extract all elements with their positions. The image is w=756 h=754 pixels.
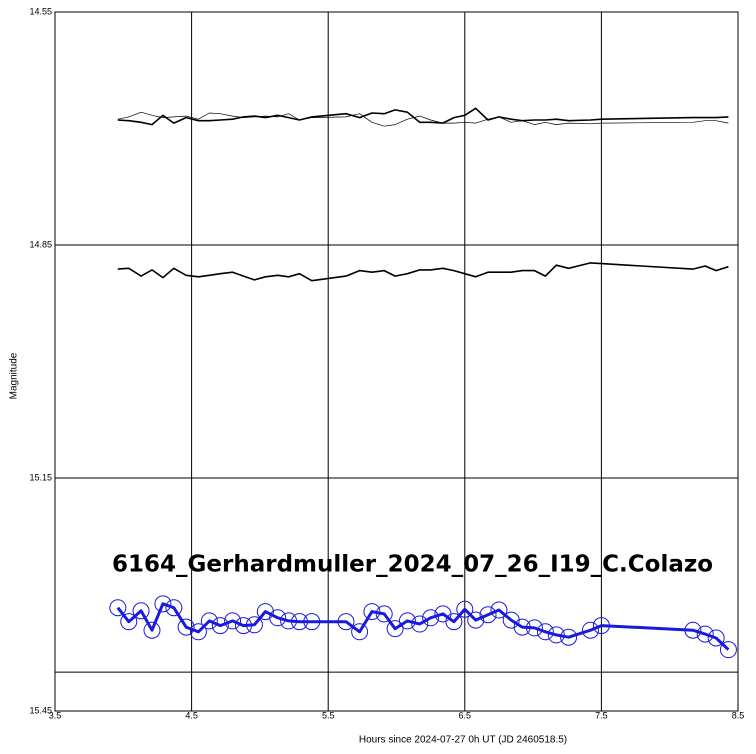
data-point: [154, 595, 172, 613]
data-point: [445, 613, 463, 631]
data-point: [536, 623, 554, 641]
data-point: [280, 612, 298, 630]
data-point: [696, 625, 714, 643]
data-point: [224, 612, 242, 630]
plot-area: [55, 12, 738, 711]
data-point: [719, 641, 737, 659]
data-point: [120, 613, 138, 631]
data-point: [456, 600, 474, 618]
x-tick-label: 5.5: [322, 710, 335, 720]
data-point: [490, 601, 508, 619]
series-line: [117, 262, 729, 282]
x-tick-label: 7.5: [595, 710, 608, 720]
data-point: [560, 628, 578, 646]
x-tick-label: 6.5: [459, 710, 472, 720]
data-point: [375, 605, 393, 623]
x-tick-label: 3.5: [49, 710, 62, 720]
data-point: [547, 626, 565, 644]
series-line: [117, 111, 729, 127]
marks: [109, 107, 737, 659]
data-point: [269, 609, 287, 627]
data-point: [422, 609, 440, 627]
x-tick-label: 8.5: [732, 710, 745, 720]
data-point: [211, 617, 229, 635]
y-tick-label: 15.45: [29, 705, 52, 715]
data-point: [132, 602, 150, 620]
y-tick-label: 14.85: [29, 239, 52, 249]
y-tick-label: 14.55: [29, 6, 52, 16]
data-point: [581, 621, 599, 639]
data-point: [363, 603, 381, 621]
data-point: [177, 618, 195, 636]
data-point: [592, 617, 610, 635]
data-point: [165, 599, 183, 617]
annotation: 6164_Gerhardmuller_2024_07_26_I19_C.Cola…: [112, 552, 713, 578]
y-tick-label: 15.15: [29, 472, 52, 482]
data-point: [291, 613, 309, 631]
data-point: [351, 623, 369, 641]
data-point: [200, 612, 218, 630]
data-point: [386, 620, 404, 638]
data-point: [245, 616, 263, 634]
series-line: [117, 107, 729, 126]
data-point: [525, 619, 543, 637]
data-point: [303, 613, 321, 631]
data-point: [467, 611, 485, 629]
y-axis-label: Magnitude: [9, 352, 20, 399]
plot-frame: [54, 11, 739, 712]
data-point: [707, 629, 725, 647]
series-line: [116, 602, 730, 651]
data-point: [411, 615, 429, 633]
data-point: [513, 618, 531, 636]
data-point: [189, 623, 207, 641]
data-point: [337, 613, 355, 631]
data-point: [479, 606, 497, 624]
data-point: [235, 617, 253, 635]
x-tick-label: 4.5: [185, 710, 198, 720]
x-axis-label: Hours since 2024-07-27 0h UT (JD 2460518…: [359, 735, 567, 746]
data-point: [109, 599, 127, 617]
data-point: [684, 621, 702, 639]
data-point: [398, 612, 416, 630]
data-point: [143, 621, 161, 639]
